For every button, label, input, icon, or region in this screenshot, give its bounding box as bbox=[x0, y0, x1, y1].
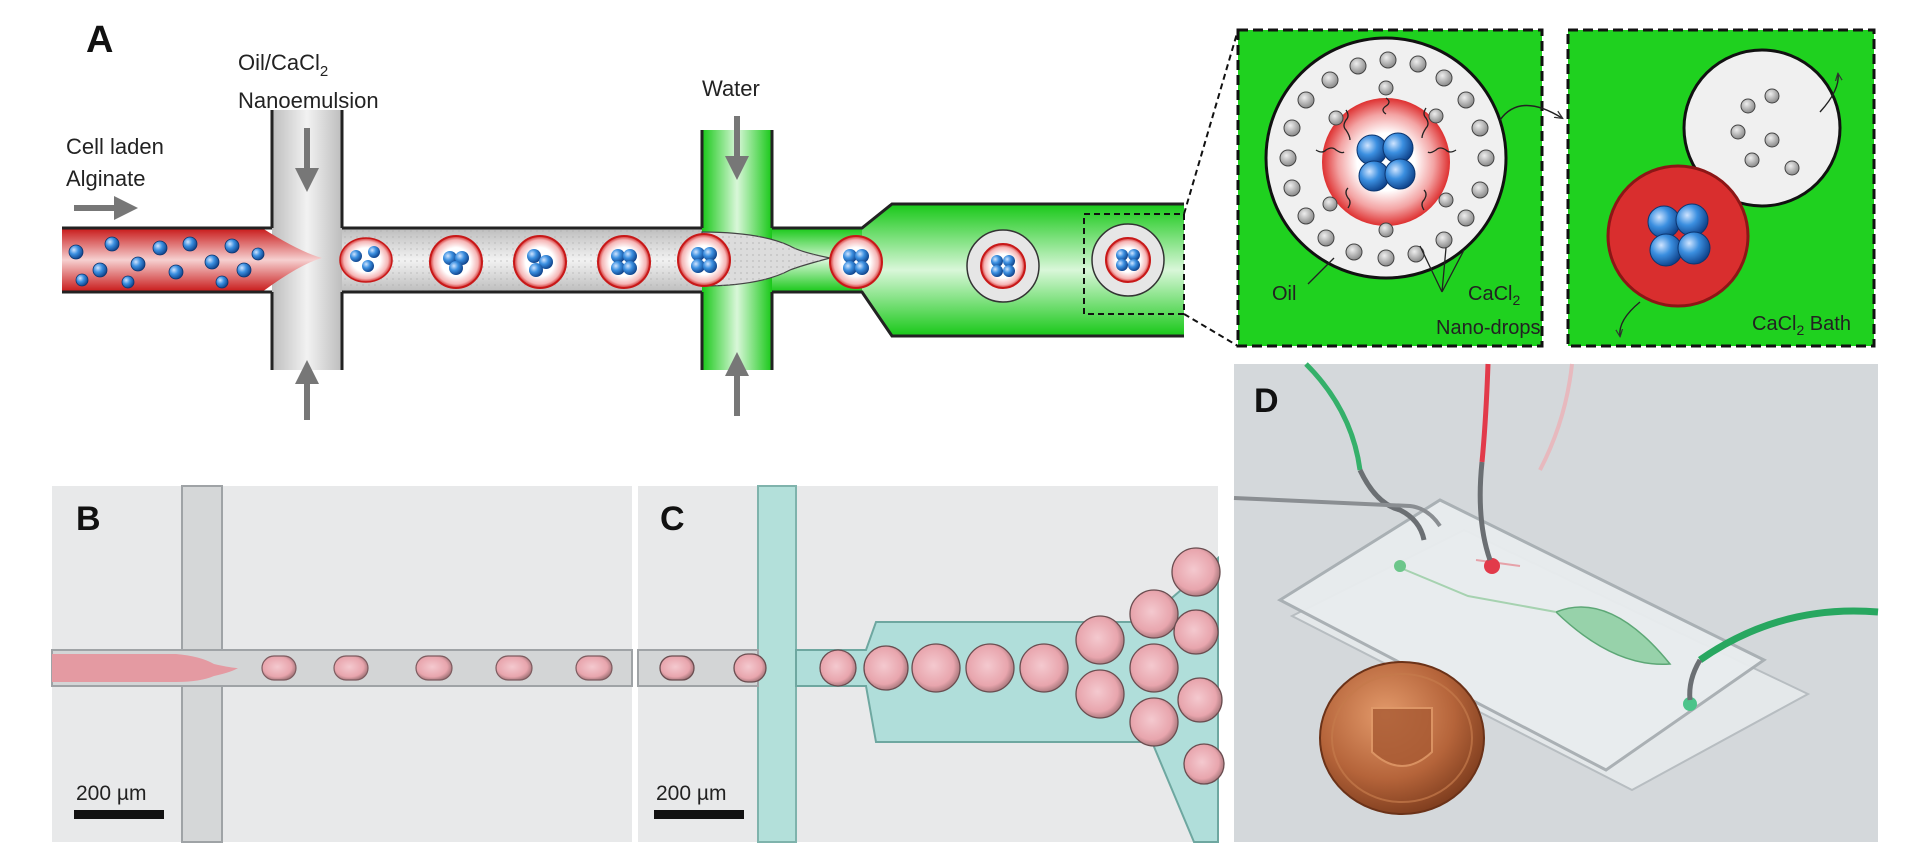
panel-a-letter: A bbox=[86, 19, 113, 61]
inset-bath-subscript: 2 bbox=[1796, 322, 1804, 338]
alginate-capsule bbox=[1322, 98, 1450, 226]
pink-droplets-b bbox=[261, 655, 613, 681]
inset-cacl-label: CaCl2 bbox=[1468, 283, 1520, 308]
pinching-droplet bbox=[339, 237, 393, 283]
inset-cacl-subscript: 2 bbox=[1512, 292, 1520, 308]
green-outlet bbox=[1683, 697, 1697, 711]
released-nano-drops bbox=[1730, 88, 1800, 176]
nano-drops bbox=[1279, 51, 1495, 267]
oil-label-subscript: 2 bbox=[320, 63, 328, 80]
zoom-box bbox=[1083, 213, 1185, 315]
inset-bath-suffix: Bath bbox=[1804, 313, 1851, 335]
panel-c-scale-bar bbox=[654, 810, 744, 819]
droplet bbox=[513, 235, 567, 289]
panel-b-scale-bar bbox=[74, 810, 164, 819]
pink-droplets-c bbox=[659, 547, 1225, 785]
red-tube-faint bbox=[1538, 363, 1574, 471]
panel-a: A bbox=[62, 19, 1239, 420]
oil-label-line2: Nanoemulsion bbox=[238, 88, 379, 113]
inset-release: CaCl2 Bath bbox=[1566, 28, 1876, 348]
inset-nanodrops-label: Nano-drops bbox=[1436, 317, 1541, 339]
released-oil-droplet bbox=[1682, 48, 1842, 208]
droplet-in-water bbox=[966, 229, 1040, 303]
needle-tweezer bbox=[1233, 496, 1442, 528]
capsule-cells bbox=[1356, 132, 1416, 192]
oil-label-line1: Oil/CaCl2 bbox=[238, 50, 328, 80]
panel-c-letter: C bbox=[660, 500, 685, 538]
droplet bbox=[829, 235, 883, 289]
green-tube-left bbox=[1304, 362, 1363, 471]
panel-d-letter: D bbox=[1254, 382, 1279, 420]
droplet-in-water bbox=[1091, 223, 1165, 297]
water-cross-vertical bbox=[757, 485, 797, 843]
droplet bbox=[677, 233, 731, 287]
red-port bbox=[1484, 558, 1500, 574]
droplet bbox=[597, 235, 651, 289]
inset-bath-main: CaCl bbox=[1752, 313, 1796, 335]
diffusion-squiggles bbox=[1315, 97, 1457, 211]
red-tube bbox=[1479, 363, 1491, 463]
green-tube-right bbox=[1697, 607, 1879, 663]
metal-pin-right bbox=[1687, 658, 1703, 701]
droplet bbox=[429, 235, 483, 289]
inlet-cells bbox=[68, 236, 265, 289]
flow-arrows bbox=[74, 116, 749, 420]
metal-pin-red bbox=[1477, 461, 1493, 561]
encapsulated-droplets bbox=[429, 223, 1165, 303]
panel-d: D bbox=[1233, 362, 1879, 842]
alginate-stream bbox=[52, 654, 238, 682]
panel-b-letter: B bbox=[76, 500, 101, 538]
inset-cacl-main: CaCl bbox=[1468, 283, 1512, 305]
water-label: Water bbox=[702, 76, 760, 101]
metal-pin-left bbox=[1357, 468, 1427, 541]
leaf-chamber bbox=[1554, 606, 1672, 665]
released-capsule-cells bbox=[1647, 203, 1711, 267]
oil-label-main: Oil/CaCl bbox=[238, 50, 320, 75]
released-capsule bbox=[1606, 164, 1750, 308]
panel-c: C 200 µm bbox=[637, 485, 1225, 843]
alginate-label-line1: Cell laden bbox=[66, 134, 164, 159]
panel-c-scale-label: 200 µm bbox=[656, 782, 726, 805]
panel-b-scale-label: 200 µm bbox=[76, 782, 146, 805]
inset-oil-label: Oil bbox=[1272, 283, 1296, 305]
alginate-label-line2: Alginate bbox=[66, 166, 146, 191]
panel-b: B 200 µm bbox=[51, 485, 633, 843]
inset-crosslinking: Oil CaCl2 Nano-drops bbox=[1236, 28, 1562, 348]
inset-bath-label: CaCl2 Bath bbox=[1752, 313, 1851, 338]
green-port bbox=[1394, 560, 1406, 572]
penny bbox=[1319, 661, 1485, 815]
